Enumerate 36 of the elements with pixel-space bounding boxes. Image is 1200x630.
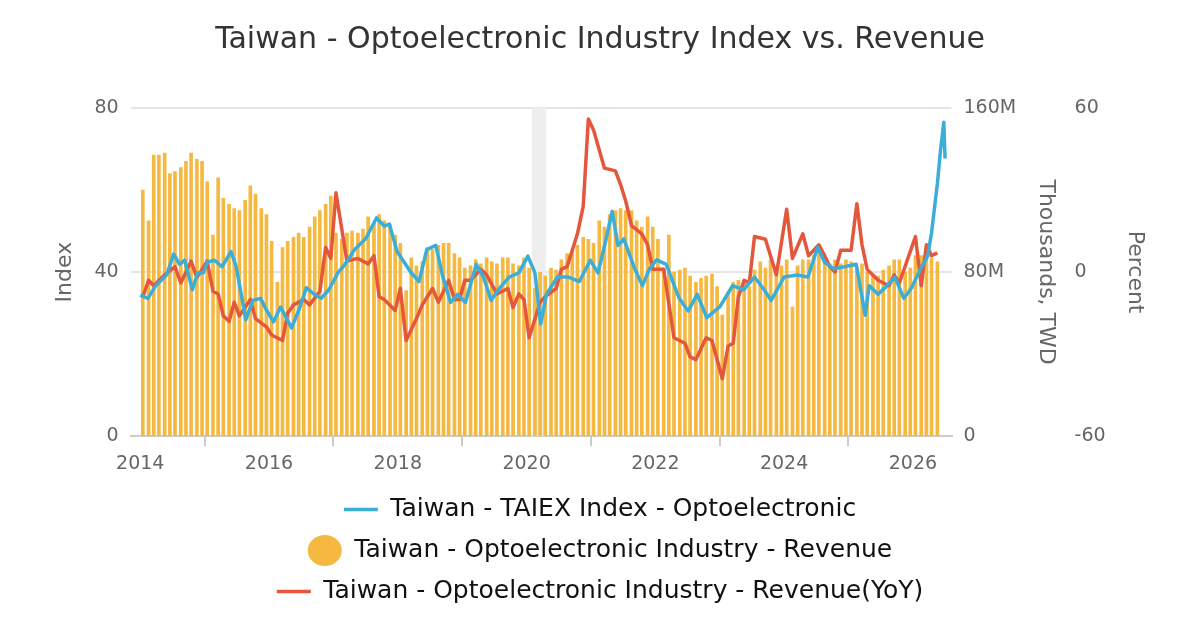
bar [623, 210, 628, 437]
y-tick-label: 80 [94, 94, 119, 117]
y-axis-title: Index [50, 241, 76, 303]
bar [259, 208, 264, 437]
x-tick-label: 2020 [502, 450, 551, 473]
y3-axis-title: Percent [1124, 230, 1150, 314]
y2-tick-label: 160M [963, 94, 1017, 117]
x-tick-label: 2014 [116, 450, 165, 473]
bar [301, 236, 306, 437]
y2-tick-label: 80M [963, 259, 1005, 282]
x-tick-label: 2016 [244, 450, 294, 473]
bar [285, 241, 290, 437]
bar [581, 236, 586, 437]
bar [800, 259, 805, 437]
x-tick-label: 2022 [631, 450, 680, 473]
y-tick-label: 0 [106, 423, 119, 446]
y3-tick-label: 0 [1074, 259, 1087, 282]
x-tick-label: 2026 [888, 450, 938, 473]
y3-tick-label: 60 [1074, 94, 1099, 117]
bar [758, 261, 763, 437]
bar [597, 220, 602, 437]
y2-tick-label: 0 [963, 423, 976, 446]
x-tick-label: 2024 [759, 450, 809, 473]
y3-tick-label: -60 [1074, 423, 1106, 446]
y-tick-label: 40 [94, 259, 119, 282]
legend-label: Taiwan - TAIEX Index - Optoelectronic [389, 493, 857, 522]
legend-label: Taiwan - Optoelectronic Industry - Revenue(YoY) [322, 575, 924, 604]
x-tick-label: 2018 [373, 450, 422, 473]
bar [784, 259, 789, 437]
bar [140, 189, 145, 437]
chart-title: Taiwan - Optoelectronic Industry Index vs. Revenue [214, 19, 985, 55]
bar [639, 226, 644, 437]
legend-label: Taiwan - Optoelectronic Industry - Revenue [353, 534, 893, 563]
bar [243, 199, 248, 437]
y2-axis-title: Thousands, TWD [1034, 178, 1060, 365]
bar [462, 267, 467, 437]
